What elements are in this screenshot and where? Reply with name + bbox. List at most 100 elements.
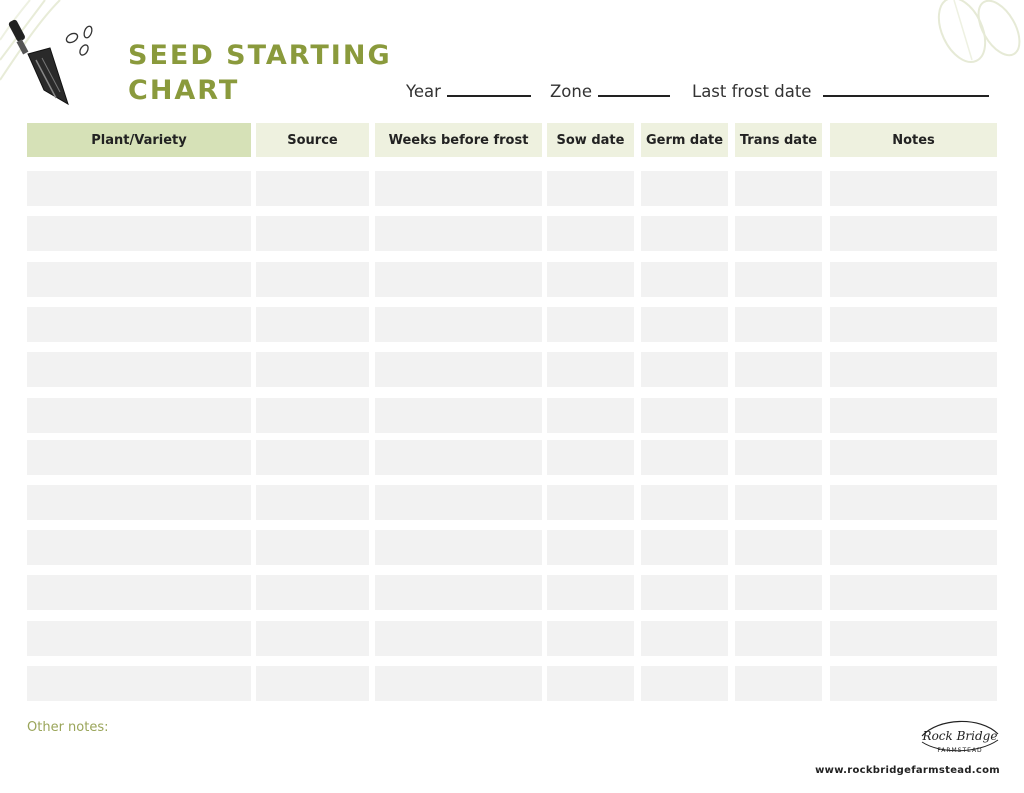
cell-sow-date[interactable] xyxy=(547,530,634,565)
cell-notes[interactable] xyxy=(830,621,997,656)
cell-plant-variety[interactable] xyxy=(27,440,251,475)
cell-germ-date[interactable] xyxy=(641,216,728,251)
cell-source[interactable] xyxy=(256,216,369,251)
cell-notes[interactable] xyxy=(830,575,997,610)
cell-source[interactable] xyxy=(256,485,369,520)
cell-source[interactable] xyxy=(256,352,369,387)
column-header-plant-variety: Plant/Variety xyxy=(27,123,251,157)
cell-sow-date[interactable] xyxy=(547,216,634,251)
cell-trans-date[interactable] xyxy=(735,485,822,520)
cell-plant-variety[interactable] xyxy=(27,575,251,610)
cell-source[interactable] xyxy=(256,440,369,475)
last-frost-date-blank-line[interactable] xyxy=(823,94,990,97)
last-frost-date-field[interactable]: Last frost date xyxy=(692,82,990,101)
cell-notes[interactable] xyxy=(830,440,997,475)
cell-trans-date[interactable] xyxy=(735,262,822,297)
cell-notes[interactable] xyxy=(830,171,997,206)
cell-plant-variety[interactable] xyxy=(27,216,251,251)
cell-trans-date[interactable] xyxy=(735,575,822,610)
cell-source[interactable] xyxy=(256,171,369,206)
trowel-icon xyxy=(8,19,69,106)
cell-sow-date[interactable] xyxy=(547,307,634,342)
cell-sow-date[interactable] xyxy=(547,262,634,297)
cell-plant-variety[interactable] xyxy=(27,262,251,297)
cell-plant-variety[interactable] xyxy=(27,621,251,656)
cell-sow-date[interactable] xyxy=(547,171,634,206)
cell-source[interactable] xyxy=(256,666,369,701)
cell-plant-variety[interactable] xyxy=(27,666,251,701)
cell-notes[interactable] xyxy=(830,485,997,520)
cell-weeks-before-frost[interactable] xyxy=(375,666,542,701)
cell-trans-date[interactable] xyxy=(735,621,822,656)
cell-germ-date[interactable] xyxy=(641,171,728,206)
cell-germ-date[interactable] xyxy=(641,575,728,610)
zone-field[interactable]: Zone xyxy=(550,82,671,101)
cell-weeks-before-frost[interactable] xyxy=(375,575,542,610)
cell-germ-date[interactable] xyxy=(641,262,728,297)
cell-source[interactable] xyxy=(256,530,369,565)
cell-weeks-before-frost[interactable] xyxy=(375,262,542,297)
cell-sow-date[interactable] xyxy=(547,352,634,387)
cell-plant-variety[interactable] xyxy=(27,530,251,565)
cell-plant-variety[interactable] xyxy=(27,398,251,433)
cell-notes[interactable] xyxy=(830,307,997,342)
cell-germ-date[interactable] xyxy=(641,307,728,342)
cell-trans-date[interactable] xyxy=(735,440,822,475)
zone-label: Zone xyxy=(550,82,593,101)
cell-notes[interactable] xyxy=(830,530,997,565)
cell-weeks-before-frost[interactable] xyxy=(375,440,542,475)
cell-trans-date[interactable] xyxy=(735,171,822,206)
cell-germ-date[interactable] xyxy=(641,485,728,520)
cell-trans-date[interactable] xyxy=(735,216,822,251)
cell-source[interactable] xyxy=(256,575,369,610)
cell-sow-date[interactable] xyxy=(547,440,634,475)
cell-sow-date[interactable] xyxy=(547,666,634,701)
year-field[interactable]: Year xyxy=(406,82,531,101)
cell-trans-date[interactable] xyxy=(735,352,822,387)
cell-notes[interactable] xyxy=(830,352,997,387)
cell-weeks-before-frost[interactable] xyxy=(375,352,542,387)
cell-sow-date[interactable] xyxy=(547,398,634,433)
cell-germ-date[interactable] xyxy=(641,352,728,387)
cell-plant-variety[interactable] xyxy=(27,171,251,206)
cell-trans-date[interactable] xyxy=(735,398,822,433)
svg-text:Rock Bridge: Rock Bridge xyxy=(922,729,998,743)
cell-plant-variety[interactable] xyxy=(27,485,251,520)
website-url[interactable]: www.rockbridgefarmstead.com xyxy=(815,765,1000,776)
cell-trans-date[interactable] xyxy=(735,666,822,701)
zone-blank-line[interactable] xyxy=(598,94,671,97)
cell-sow-date[interactable] xyxy=(547,575,634,610)
cell-weeks-before-frost[interactable] xyxy=(375,485,542,520)
cell-plant-variety[interactable] xyxy=(27,307,251,342)
cell-notes[interactable] xyxy=(830,398,997,433)
cell-source[interactable] xyxy=(256,398,369,433)
cell-trans-date[interactable] xyxy=(735,530,822,565)
title-line-2: CHART xyxy=(128,75,240,106)
cell-notes[interactable] xyxy=(830,262,997,297)
cell-weeks-before-frost[interactable] xyxy=(375,398,542,433)
title-line-1: SEED STARTING xyxy=(128,40,392,71)
cell-germ-date[interactable] xyxy=(641,530,728,565)
cell-source[interactable] xyxy=(256,262,369,297)
cell-weeks-before-frost[interactable] xyxy=(375,621,542,656)
column-header-weeks-before-frost: Weeks before frost xyxy=(375,123,542,157)
cell-germ-date[interactable] xyxy=(641,621,728,656)
cell-germ-date[interactable] xyxy=(641,440,728,475)
cell-sow-date[interactable] xyxy=(547,621,634,656)
cell-sow-date[interactable] xyxy=(547,485,634,520)
column-header-sow-date: Sow date xyxy=(547,123,634,157)
year-blank-line[interactable] xyxy=(446,94,531,97)
cell-source[interactable] xyxy=(256,621,369,656)
cell-plant-variety[interactable] xyxy=(27,352,251,387)
cell-weeks-before-frost[interactable] xyxy=(375,530,542,565)
column-header-germ-date: Germ date xyxy=(641,123,728,157)
cell-trans-date[interactable] xyxy=(735,307,822,342)
cell-notes[interactable] xyxy=(830,666,997,701)
cell-weeks-before-frost[interactable] xyxy=(375,171,542,206)
cell-notes[interactable] xyxy=(830,216,997,251)
cell-weeks-before-frost[interactable] xyxy=(375,216,542,251)
cell-germ-date[interactable] xyxy=(641,398,728,433)
cell-source[interactable] xyxy=(256,307,369,342)
cell-germ-date[interactable] xyxy=(641,666,728,701)
cell-weeks-before-frost[interactable] xyxy=(375,307,542,342)
